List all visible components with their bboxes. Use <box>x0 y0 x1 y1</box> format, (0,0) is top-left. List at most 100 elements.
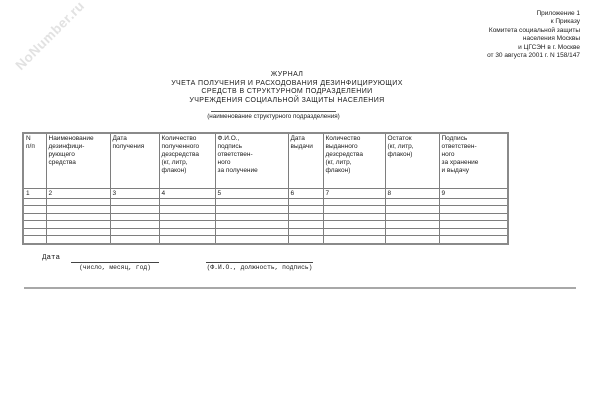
column-number-cell: 5 <box>214 187 289 199</box>
approval-line: к Приказу <box>550 18 580 26</box>
empty-cell <box>109 197 160 207</box>
header-cell-receiver-signature: Ф.И.О., подпись ответствен- ного за полу… <box>214 132 289 189</box>
title-line: ЖУРНАЛ <box>270 71 304 78</box>
empty-cell <box>158 220 216 229</box>
empty-cell <box>109 212 160 222</box>
empty-cell <box>384 220 440 229</box>
empty-cell <box>158 227 216 237</box>
subdivision-name-caption: (наименование структурного подразделения… <box>207 113 340 120</box>
title-line: СРЕДСТВ В СТРУКТУРНОМ ПОДРАЗДЕЛЕНИИ <box>201 88 373 96</box>
bottom-divider <box>24 287 576 289</box>
empty-cell <box>158 197 216 207</box>
table-header-row: N п/п Наименование дезинфици- рующего ср… <box>22 132 509 189</box>
empty-cell <box>384 212 440 222</box>
header-cell-received-qty: Количество полученного дезсредства (кг, … <box>158 132 216 189</box>
table-row <box>22 235 509 245</box>
empty-cell <box>45 227 111 237</box>
approval-line: населения Москвы <box>522 35 580 43</box>
empty-cell <box>287 205 324 214</box>
table-row <box>22 197 509 207</box>
empty-cell <box>45 205 111 214</box>
header-cell-name: Наименование дезинфици- рующего средства <box>45 132 111 189</box>
empty-cell <box>214 205 289 214</box>
empty-cell <box>22 235 47 245</box>
empty-cell <box>322 205 386 214</box>
header-cell-receipt-date: Дата получения <box>109 132 160 189</box>
title-line: УЧРЕЖДЕНИЯ СОЦИАЛЬНОЙ ЗАЩИТЫ НАСЕЛЕНИЯ <box>189 97 385 105</box>
approval-block: Приложение 1 к Приказу Комитета социальн… <box>0 10 580 60</box>
empty-cell <box>45 197 111 207</box>
empty-cell <box>22 212 47 222</box>
approval-line: от 30 августа 2001 г. N 158/147 <box>487 52 580 60</box>
empty-cell <box>287 220 324 229</box>
table-row <box>22 227 509 237</box>
table-row <box>22 220 509 229</box>
empty-cell <box>287 227 324 237</box>
table-empty-rows <box>22 197 509 245</box>
empty-cell <box>109 205 160 214</box>
title-line: УЧЕТА ПОЛУЧЕНИЯ И РАСХОДОВАНИЯ ДЕЗИНФИЦИ… <box>171 79 403 87</box>
column-number-cell: 8 <box>384 187 440 199</box>
date-fill-line: (число, месяц, год) <box>71 262 160 272</box>
column-number-cell: 1 <box>22 187 47 199</box>
empty-cell <box>45 235 111 245</box>
empty-cell <box>109 227 160 237</box>
empty-cell <box>22 220 47 229</box>
empty-cell <box>22 197 47 207</box>
empty-cell <box>214 220 289 229</box>
empty-cell <box>287 212 324 222</box>
header-cell-remainder: Остаток (кг, литр, флакон) <box>384 132 440 189</box>
empty-cell <box>322 197 386 207</box>
header-cell-issue-date: Дата выдачи <box>287 132 324 189</box>
page-title: ЖУРНАЛ УЧЕТА ПОЛУЧЕНИЯ И РАСХОДОВАНИЯ ДЕ… <box>0 71 574 106</box>
column-number-cell: 3 <box>109 187 160 199</box>
date-label: Дата <box>42 254 61 262</box>
empty-cell <box>45 212 111 222</box>
header-cell-issued-qty: Количество выданного дезсредства (кг, ли… <box>322 132 386 189</box>
empty-cell <box>438 212 509 222</box>
column-number-cell: 7 <box>322 187 386 199</box>
empty-cell <box>45 220 111 229</box>
column-number-row: 1 2 3 4 5 6 7 8 9 <box>22 187 509 199</box>
empty-cell <box>384 227 440 237</box>
journal-table-wrap: N п/п Наименование дезинфици- рующего ср… <box>22 132 509 245</box>
subdivision-name-underline <box>211 111 336 112</box>
empty-cell <box>22 205 47 214</box>
approval-line: Приложение 1 <box>536 10 580 17</box>
approval-line: Комитета социальной защиты <box>488 26 580 34</box>
column-number-cell: 6 <box>287 187 324 199</box>
header-cell-keeper-signature: Подпись ответствен- ного за хранение и в… <box>438 132 509 189</box>
empty-cell <box>438 197 509 207</box>
empty-cell <box>384 205 440 214</box>
journal-table: N п/п Наименование дезинфици- рующего ср… <box>22 132 509 245</box>
table-row <box>22 205 509 214</box>
empty-cell <box>322 227 386 237</box>
empty-cell <box>214 227 289 237</box>
subdivision-name-block: (наименование структурного подразделения… <box>207 111 340 121</box>
empty-cell <box>214 235 289 245</box>
empty-cell <box>287 235 324 245</box>
empty-cell <box>322 220 386 229</box>
empty-cell <box>214 212 289 222</box>
empty-cell <box>322 212 386 222</box>
column-number-cell: 2 <box>45 187 111 199</box>
empty-cell <box>287 197 324 207</box>
empty-cell <box>322 235 386 245</box>
date-signature-block: Дата (число, месяц, год) (Ф.И.О., должно… <box>42 254 314 272</box>
signature-fill-line: (Ф.И.О., должность, подпись) <box>206 262 314 271</box>
empty-cell <box>384 197 440 207</box>
empty-cell <box>384 235 440 245</box>
column-number-cell: 9 <box>438 187 509 199</box>
empty-cell <box>109 220 160 229</box>
empty-cell <box>438 205 509 214</box>
empty-cell <box>438 220 509 229</box>
empty-cell <box>22 227 47 237</box>
empty-cell <box>109 235 160 245</box>
approval-line: и ЦГСЭН в г. Москве <box>518 43 580 51</box>
empty-cell <box>158 235 216 245</box>
header-cell-npp: N п/п <box>22 132 47 189</box>
table-row <box>22 212 509 222</box>
empty-cell <box>214 197 289 207</box>
empty-cell <box>158 212 216 222</box>
